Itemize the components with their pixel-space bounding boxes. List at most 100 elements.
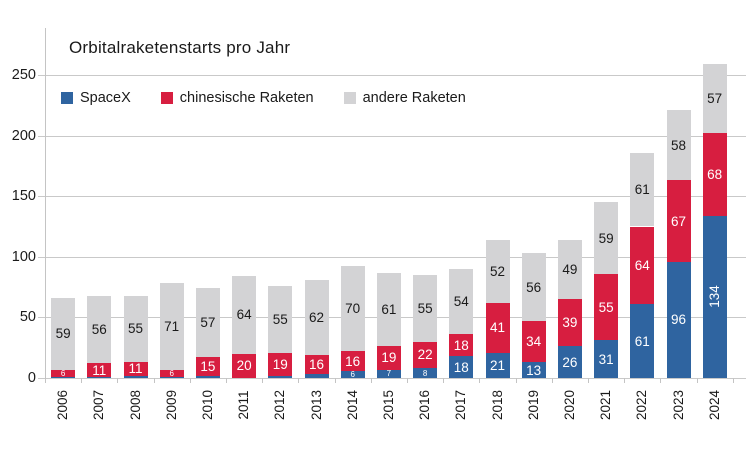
x-tick-label-2007: 2007 <box>91 389 107 421</box>
bar-segment-spacex-2008 <box>123 375 148 378</box>
bar-segment-spacex-2019: 13 <box>521 362 546 378</box>
x-tick-label-2016: 2016 <box>417 389 433 421</box>
bar-value-label: 55 <box>272 311 288 327</box>
legend-label-chinese-rockets: chinesische Raketen <box>179 90 314 106</box>
y-tick-label-100: 100 <box>11 248 36 265</box>
bar-value-label: 61 <box>634 182 650 198</box>
bar-value-label: 20 <box>236 358 252 374</box>
bar-value-label: 15 <box>200 358 216 374</box>
bar-value-label: 62 <box>308 309 325 325</box>
bar-value-label: 13 <box>526 362 542 378</box>
x-axis-tick <box>443 378 445 383</box>
bar-segment-andere-raketen-2019: 56 <box>521 253 546 322</box>
x-axis-tick <box>624 378 626 383</box>
bar-segment-chinesische-raketen-2010: 15 <box>195 357 220 376</box>
bar-segment-chinesische-raketen-2006: 6 <box>51 369 76 378</box>
bar-segment-andere-raketen-2010: 57 <box>195 288 220 358</box>
bar-segment-andere-raketen-2018: 52 <box>485 239 510 303</box>
bar-segment-andere-raketen-2013: 62 <box>304 279 329 355</box>
bar-value-label: 64 <box>236 307 252 323</box>
legend-swatch-spacex-icon <box>61 92 73 104</box>
legend-label-spacex: SpaceX <box>80 90 131 106</box>
bar-segment-spacex-2015: 7 <box>376 369 401 378</box>
bar-value-label: 55 <box>598 299 614 315</box>
bar-segment-spacex-2010 <box>195 375 220 378</box>
bar-segment-chinesische-raketen-2018: 41 <box>485 302 510 353</box>
x-tick-label-2023: 2023 <box>670 389 686 421</box>
x-axis-tick <box>370 378 372 383</box>
x-axis-tick <box>515 378 517 383</box>
bar-segment-andere-raketen-2011: 64 <box>232 276 257 354</box>
chart-title: Orbitalraketenstarts pro Jahr <box>69 38 291 57</box>
legend-item-spacex: SpaceX <box>61 90 131 106</box>
bar-value-label: 18 <box>453 359 469 375</box>
bar-value-label: 31 <box>598 351 614 367</box>
x-tick-label-2019: 2019 <box>525 389 541 421</box>
bar-segment-andere-raketen-2015: 61 <box>376 272 401 347</box>
bar-value-label: 64 <box>634 257 650 273</box>
bar-segment-andere-raketen-2009: 71 <box>159 283 184 370</box>
bar-value-label: 49 <box>562 262 578 278</box>
bar-value-label: 55 <box>127 321 144 337</box>
bar-segment-andere-raketen-2022: 61 <box>630 152 655 227</box>
bar-value-label: 16 <box>308 357 325 373</box>
bar-value-label: 61 <box>381 302 397 317</box>
bar-value-label: 52 <box>489 263 506 279</box>
bar-segment-chinesische-raketen-2007: 11 <box>87 362 112 378</box>
bar-segment-andere-raketen-2023: 58 <box>666 110 691 181</box>
bar-segment-andere-raketen-2007: 56 <box>87 295 112 364</box>
x-axis-tick <box>226 378 227 383</box>
x-tick-label-2021: 2021 <box>598 389 614 421</box>
bar-value-label: 57 <box>707 91 723 107</box>
x-axis-tick <box>407 378 408 383</box>
bar-segment-andere-raketen-2020: 49 <box>557 239 582 300</box>
bar-segment-chinesische-raketen-2014: 16 <box>340 351 365 371</box>
legend-label-other-rockets: andere Raketen <box>362 90 466 106</box>
x-tick-label-2013: 2013 <box>308 389 324 421</box>
x-axis-tick <box>153 378 155 383</box>
x-tick-label-2006: 2006 <box>55 389 71 421</box>
bar-value-label: 22 <box>417 347 433 363</box>
bar-segment-andere-raketen-2017: 54 <box>449 268 474 335</box>
bar-value-label: 26 <box>562 354 578 370</box>
x-tick-label-2010: 2010 <box>199 389 215 421</box>
x-axis-tick <box>588 378 589 383</box>
gridline-y-250 <box>38 75 746 76</box>
bar-segment-chinesische-raketen-2008: 11 <box>123 361 148 376</box>
bar-value-label: 6 <box>169 368 174 378</box>
x-tick-label-2009: 2009 <box>163 389 179 421</box>
bar-value-label: 34 <box>526 334 542 350</box>
x-axis-tick <box>262 378 264 383</box>
bar-segment-andere-raketen-2014: 70 <box>340 266 365 352</box>
x-tick-label-2015: 2015 <box>380 389 396 421</box>
bar-value-label: 96 <box>670 312 687 328</box>
x-tick-label-2011: 2011 <box>236 390 252 420</box>
bar-value-label: 68 <box>707 166 723 182</box>
bar-value-label: 6 <box>350 369 355 379</box>
x-axis-tick <box>117 378 119 383</box>
bar-segment-chinesische-raketen-2016: 22 <box>413 341 438 369</box>
bar-segment-spacex-2024: 134 <box>702 215 727 378</box>
bar-segment-andere-raketen-2016: 55 <box>413 274 438 342</box>
bar-segment-chinesische-raketen-2024: 68 <box>702 133 727 216</box>
bar-segment-chinesische-raketen-2011: 20 <box>232 353 257 378</box>
bar-segment-spacex-2020: 26 <box>557 346 582 378</box>
chart-legend: SpaceX chinesische Raketen andere Rakete… <box>61 90 466 106</box>
bar-segment-spacex-2006 <box>51 376 76 378</box>
x-tick-label-2020: 2020 <box>561 389 577 421</box>
x-axis-tick <box>45 378 46 383</box>
bar-segment-chinesische-raketen-2017: 18 <box>449 334 474 357</box>
bar-value-label: 18 <box>453 337 469 353</box>
bar-value-label: 58 <box>670 137 687 153</box>
bar-value-label: 11 <box>92 362 107 378</box>
x-axis-tick <box>660 378 662 383</box>
bar-value-label: 16 <box>345 353 361 369</box>
gridline-y-200 <box>38 135 746 137</box>
bar-segment-chinesische-raketen-2020: 39 <box>557 299 582 347</box>
bar-segment-chinesische-raketen-2009: 6 <box>159 368 184 378</box>
x-axis-tick <box>81 378 83 383</box>
x-tick-label-2017: 2017 <box>453 389 469 421</box>
bar-value-label: 56 <box>526 279 542 295</box>
bar-segment-chinesische-raketen-2021: 55 <box>594 273 619 341</box>
